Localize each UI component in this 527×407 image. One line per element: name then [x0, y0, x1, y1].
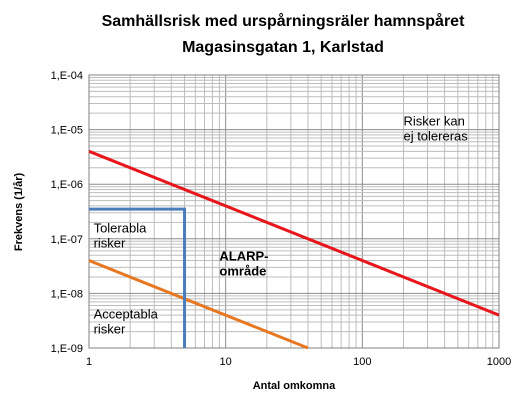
annotation-text: område	[219, 264, 266, 279]
annotation-text: Tolerabla	[94, 221, 148, 236]
x-axis-label: Antal omkomna	[253, 380, 336, 392]
annotation-text: ej tolereras	[403, 128, 468, 143]
annotation-text: risker	[94, 321, 126, 336]
annotation-text: Risker kan	[403, 113, 464, 128]
y-tick-label: 1,E-06	[51, 179, 83, 191]
tick-labels: 1 10 100 1000 1,E-04 1,E-05 1,E-06 1,E-07 1,E-08…	[51, 70, 512, 368]
x-tick-label: 100	[353, 356, 371, 368]
annotation-text: risker	[94, 236, 126, 251]
series-line-3	[89, 207, 187, 348]
chart-title-line-2: Magasinsgatan 1, Karlstad	[182, 39, 384, 56]
plot-frame	[88, 74, 500, 349]
series-line-1	[88, 149, 500, 317]
y-axis-label: Frekvens (1/år)	[13, 173, 25, 252]
y-tick-label: 1,E-08	[51, 288, 83, 300]
y-tick-label: 1,E-05	[51, 125, 83, 137]
grid	[88, 75, 499, 349]
x-tick-label: 1000	[487, 356, 511, 368]
y-tick-label: 1,E-04	[51, 70, 83, 82]
y-tick-label: 1,E-07	[51, 234, 83, 246]
annotation-text: Acceptabla	[94, 306, 159, 321]
series-layer	[88, 149, 500, 350]
y-tick-label: 1,E-09	[51, 343, 83, 355]
x-tick-label: 10	[220, 356, 232, 368]
chart-title-line-1: Samhällsrisk med urspårningsräler hamnsp…	[102, 12, 465, 30]
annotation-text: ALARP-	[219, 249, 268, 264]
x-tick-label: 1	[86, 356, 92, 368]
series-line-2	[88, 259, 309, 350]
